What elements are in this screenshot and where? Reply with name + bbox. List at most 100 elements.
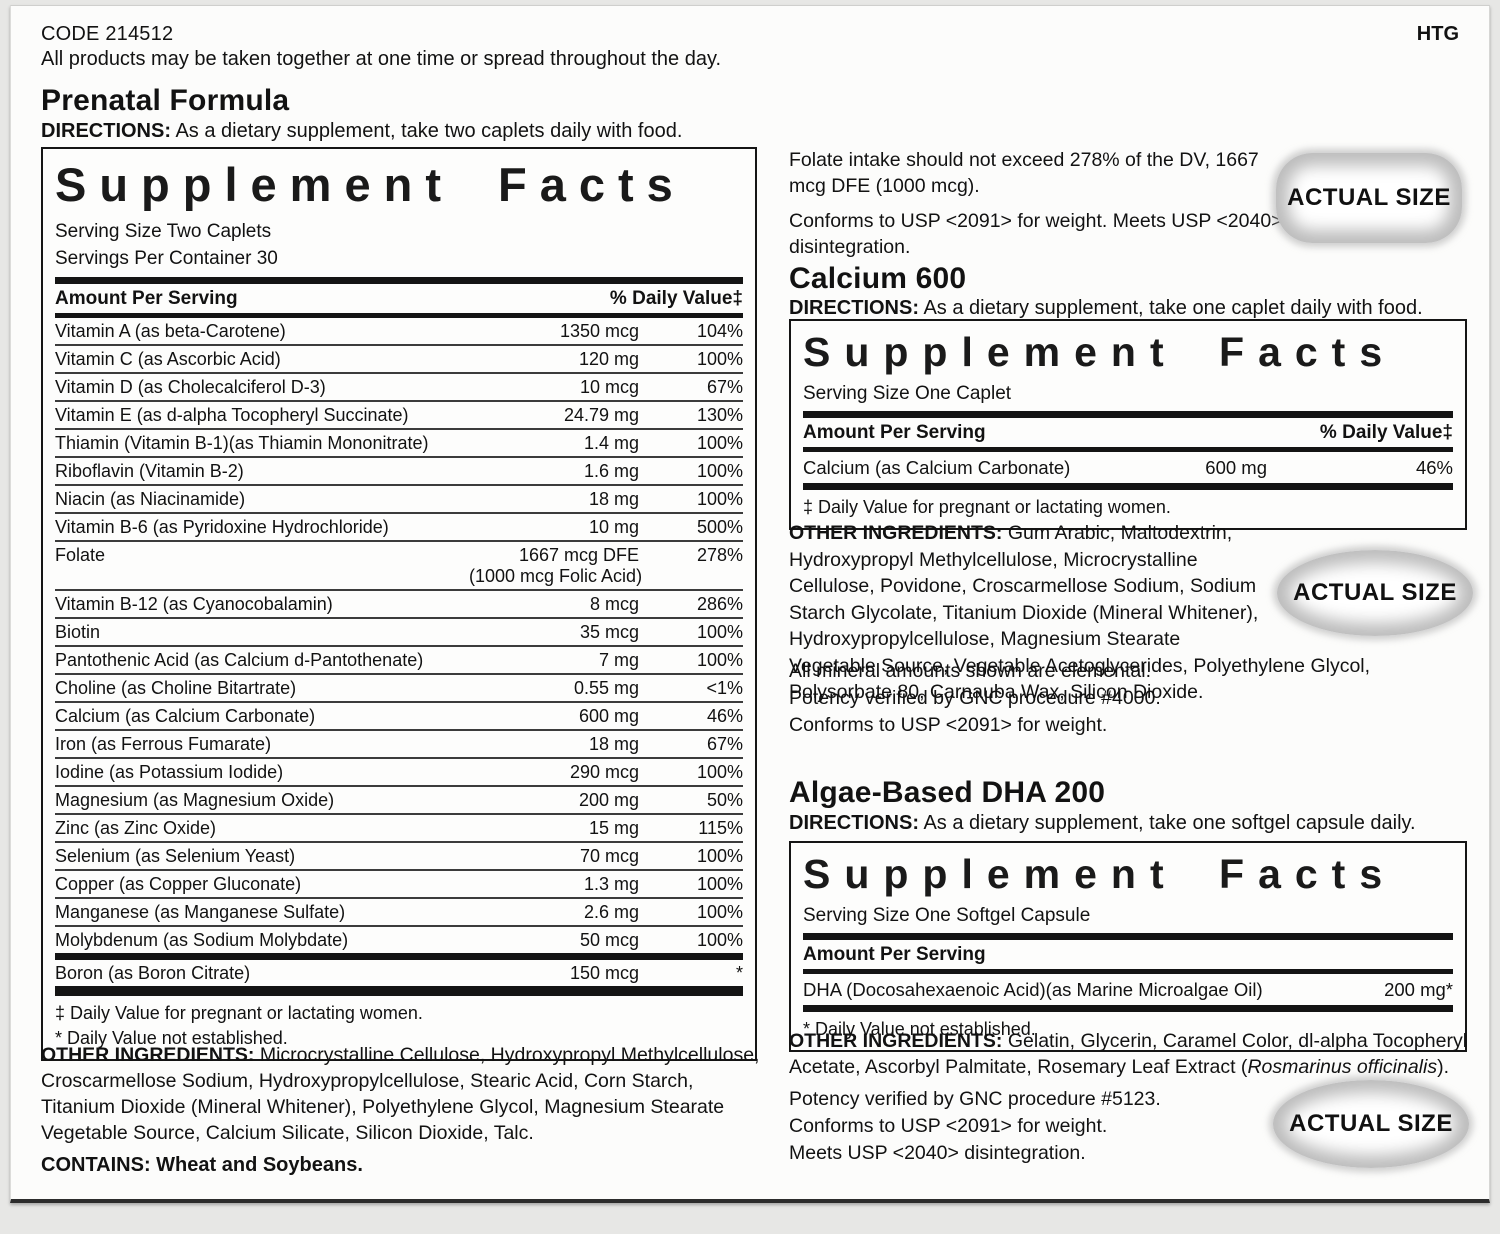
divider-bar	[803, 483, 1453, 490]
facts-footnote: ‡ Daily Value for pregnant or lactating …	[803, 497, 1171, 517]
calcium-directions: DIRECTIONS: As a dietary supplement, tak…	[789, 297, 1423, 320]
actual-size-label: ACTUAL SIZE	[1289, 1110, 1453, 1137]
nutrient-row: Niacin (as Niacinamide) 18 mg 100%	[55, 484, 743, 512]
divider-bar	[803, 411, 1453, 418]
footnote-star: * Daily Value not established.	[55, 1028, 288, 1048]
dha-note-usp-weight: Conforms to USP <2091> for weight.	[789, 1115, 1108, 1137]
actual-size-label: ACTUAL SIZE	[1293, 578, 1457, 606]
dha-title: Algae-Based DHA 200	[789, 776, 1106, 809]
dha-notes: Potency verified by GNC procedure #5123.…	[789, 1086, 1229, 1167]
divider-bar	[803, 933, 1453, 940]
divider-bar	[55, 277, 743, 284]
calcium-note-usp: Conforms to USP <2091> for weight.	[789, 714, 1108, 736]
nutrient-amount: 1.6 mg	[583, 461, 639, 481]
nutrient-amount: 290 mcg	[569, 762, 639, 782]
directions-text: As a dietary supplement, take one softge…	[923, 812, 1416, 834]
nutrient-row: Vitamin A (as beta-Carotene) 1350 mcg 104%	[55, 318, 743, 344]
nutrient-dv: 67%	[706, 377, 743, 397]
nutrient-dv: 130%	[696, 405, 743, 425]
facts-column-headers: Amount Per Serving	[803, 940, 1453, 969]
nutrient-amount: 10 mcg	[579, 377, 639, 397]
nutrient-name: Magnesium (as Magnesium Oxide)	[55, 790, 335, 810]
nutrient-name: Zinc (as Zinc Oxide)	[55, 818, 217, 838]
nutrient-dv: 100%	[696, 349, 743, 369]
nutrient-name: Thiamin (Vitamin B-1)(as Thiamin Mononit…	[55, 433, 429, 453]
nutrient-amount: 7 mg	[598, 650, 639, 670]
amount-header: Amount Per Serving	[55, 288, 238, 309]
nutrient-dv: 46%	[706, 706, 743, 726]
nutrient-dv: *	[735, 963, 743, 983]
nutrient-dv: 100%	[696, 874, 743, 894]
nutrient-amount: 8 mcg	[589, 594, 639, 614]
nutrient-name: Vitamin E (as d-alpha Tocopheryl Succina…	[55, 405, 409, 425]
nutrient-name: Iron (as Ferrous Fumarate)	[55, 734, 272, 754]
nutrient-row: Vitamin D (as Cholecalciferol D-3) 10 mcg…	[55, 372, 743, 400]
amount-header: Amount Per Serving	[803, 422, 986, 443]
folate-note-line1: Folate intake should not exceed 278% of …	[789, 149, 1259, 197]
nutrient-name: Vitamin C (as Ascorbic Acid)	[55, 349, 281, 369]
nutrient-dv: 286%	[696, 594, 743, 614]
nutrient-row: Pantothenic Acid (as Calcium d-Pantothen…	[55, 645, 743, 673]
facts-title: Supplement Facts	[803, 329, 1397, 375]
nutrient-dv: 100%	[696, 902, 743, 922]
calcium-note-potency: Potency verified by GNC procedure #4000.	[789, 687, 1161, 709]
other-ingredients-text: Microcrystalline Cellulose, Hydroxypropy…	[41, 1044, 760, 1144]
prenatal-other-ingredients: OTHER INGREDIENTS: Microcrystalline Cell…	[41, 1042, 765, 1146]
servings-per-container: Servings Per Container 30	[55, 248, 278, 269]
nutrient-name: Riboflavin (Vitamin B-2)	[55, 461, 244, 481]
nutrient-name: Folate	[55, 545, 106, 565]
nutrient-row: Vitamin E (as d-alpha Tocopheryl Succina…	[55, 400, 743, 428]
facts-column-headers: Amount Per Serving % Daily Value‡	[803, 418, 1453, 447]
nutrient-amount: 200 mg*	[1384, 979, 1453, 1000]
nutrient-dv: <1%	[706, 678, 743, 698]
nutrient-rows: Vitamin A (as beta-Carotene) 1350 mcg 104%…	[55, 318, 743, 986]
amount-header: Amount Per Serving	[803, 944, 986, 965]
nutrient-name: Copper (as Copper Gluconate)	[55, 874, 302, 894]
nutrient-dv: 100%	[696, 762, 743, 782]
nutrient-name: Pantothenic Acid (as Calcium d-Pantothen…	[55, 650, 424, 670]
nutrient-row: Thiamin (Vitamin B-1)(as Thiamin Mononit…	[55, 428, 743, 456]
divider-bar	[803, 969, 1453, 974]
corner-tag: HTG	[1416, 23, 1459, 45]
nutrient-amount: 1.4 mg	[583, 433, 639, 453]
nutrient-row: Calcium (as Calcium Carbonate) 600 mg 46%	[55, 701, 743, 729]
nutrient-row: Iron (as Ferrous Fumarate) 18 mg 67%	[55, 729, 743, 757]
nutrient-name: Choline (as Choline Bitartrate)	[55, 678, 297, 698]
calcium-notes: All mineral amounts shown are elemental.…	[789, 658, 1161, 739]
nutrient-amount: 0.55 mg	[573, 678, 639, 698]
nutrient-dv: 278%	[696, 545, 743, 565]
actual-size-oval: ACTUAL SIZE	[1277, 550, 1473, 636]
footnote-dagger: ‡ Daily Value for pregnant or lactating …	[55, 1003, 423, 1023]
facts-column-headers: Amount Per Serving % Daily Value‡	[55, 284, 743, 313]
nutrient-amount: 18 mg	[588, 734, 639, 754]
facts-title: Supplement Facts	[55, 158, 686, 211]
prenatal-facts-panel: Supplement Facts Serving Size Two Caplet…	[41, 147, 757, 1061]
directions-text: As a dietary supplement, take one caplet…	[923, 297, 1423, 319]
nutrient-dv: 100%	[696, 930, 743, 950]
serving-size: Serving Size Two Caplets	[55, 221, 272, 242]
nutrient-dv: 50%	[706, 790, 743, 810]
divider-bar	[803, 1005, 1453, 1012]
nutrient-row: Molybdenum (as Sodium Molybdate) 50 mcg 10…	[55, 925, 743, 953]
nutrient-name: Vitamin B-6 (as Pyridoxine Hydrochloride…	[55, 517, 389, 537]
nutrient-row: Biotin 35 mcg 100%	[55, 617, 743, 645]
nutrient-amount: 24.79 mg	[563, 405, 639, 425]
nutrient-amount: 120 mg	[578, 349, 639, 369]
nutrient-name: DHA (Docosahexaenoic Acid)(as Marine Mic…	[803, 979, 1263, 1000]
nutrient-row: Copper (as Copper Gluconate) 1.3 mg 100%	[55, 869, 743, 897]
nutrient-amount: 18 mg	[588, 489, 639, 509]
nutrient-amount: 15 mg	[588, 818, 639, 838]
top-usage-note: All products may be taken together at on…	[41, 48, 722, 70]
nutrient-amount-line2: (1000 mcg Folic Acid)	[469, 566, 643, 586]
nutrient-dv: 115%	[698, 818, 743, 838]
actual-size-caplet: ACTUAL SIZE	[1276, 153, 1462, 243]
nutrient-amount: 35 mcg	[579, 622, 639, 642]
nutrient-name: Selenium (as Selenium Yeast)	[55, 846, 296, 866]
nutrient-row-dha: DHA (Docosahexaenoic Acid)(as Marine Mic…	[803, 974, 1453, 1005]
nutrient-amount: 70 mcg	[579, 846, 639, 866]
other-ingredients-text: Gum Arabic, Maltodextrin, Hydroxypropyl …	[789, 522, 1371, 703]
nutrient-amount: 200 mg	[578, 790, 639, 810]
other-ingredients-text-post: ).	[1437, 1056, 1450, 1078]
divider-bar	[55, 313, 743, 318]
dv-header: % Daily Value‡	[1319, 422, 1453, 443]
